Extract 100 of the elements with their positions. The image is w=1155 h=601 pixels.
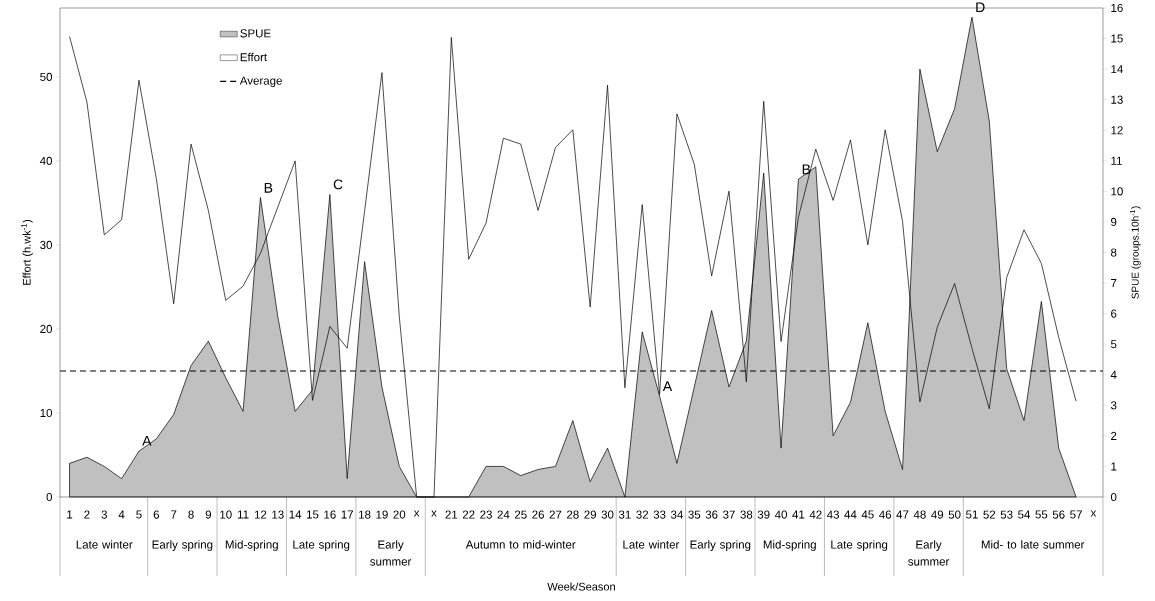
y2-tick-label: 2 (1111, 431, 1117, 440)
x-tick-label: 5 (136, 510, 142, 519)
x-tick-label: 23 (480, 510, 492, 519)
x-tick-label: 7 (171, 510, 177, 519)
x-tick-label: 20 (393, 510, 406, 519)
annotation: B (264, 183, 273, 193)
x-tick-label: 50 (948, 510, 961, 519)
x-tick-label: 29 (584, 510, 597, 519)
x-tick-label: 8 (188, 510, 194, 519)
y2-tick-label: 1 (1111, 462, 1117, 471)
text: Early summer (370, 540, 412, 566)
y2-tick-label: 8 (1111, 248, 1117, 257)
y2-tick-label: 0 (1110, 492, 1117, 502)
text: Mid- to late summer (981, 540, 1085, 549)
y2-tick-label: 7 (1111, 279, 1117, 288)
annotation: A (662, 381, 673, 391)
x-tick-label: 28 (567, 510, 579, 519)
x-tick-label: 9 (205, 510, 212, 519)
x-tick-label: 13 (272, 510, 284, 519)
annotation: C (333, 179, 343, 190)
y2-tick-label: 10 (1111, 187, 1123, 196)
x-tick-label: 47 (896, 510, 909, 519)
y2-tick-label: 15 (1111, 34, 1123, 43)
x-tick-label: 15 (306, 510, 319, 519)
y2-tick-label: 5 (1110, 340, 1117, 349)
x-tick-label: 21 (445, 510, 458, 519)
y-tick-label: 50 (40, 72, 53, 81)
y-tick-label: 0 (46, 492, 53, 502)
x-tick-label: 26 (532, 510, 544, 519)
y-axis-title: Effort (h.wk$^{-1}$) (21, 219, 33, 285)
x-tick-label: x (431, 510, 437, 517)
x-tick-label: 11 (238, 510, 249, 519)
x-tick-label: 22 (462, 510, 475, 519)
x-tick-label: 56 (1052, 510, 1065, 519)
text: Late spring (831, 540, 888, 551)
x-tick-label: 43 (826, 510, 839, 519)
x-tick-label: 3 (101, 510, 107, 519)
x-tick-label: 45 (861, 510, 874, 519)
annotation: B (802, 164, 811, 175)
text: Mid-spring (763, 540, 816, 551)
y2-tick-label: 16 (1111, 3, 1123, 13)
x-tick-label: 37 (723, 510, 735, 519)
y2-tick-label: 3 (1110, 401, 1117, 410)
text: Early summer (908, 540, 950, 566)
x-tick-label: 17 (341, 510, 354, 519)
x-tick-label: 41 (792, 510, 805, 519)
y2-axis-title: SPUE (groups.10h$^{-1}$) (1130, 206, 1141, 299)
x-tick-label: 53 (1000, 510, 1013, 519)
x-tick-label: 18 (359, 510, 371, 519)
y2-tick-label: 12 (1111, 126, 1123, 135)
x-tick-label: 33 (653, 510, 666, 519)
x-tick-label: 49 (931, 510, 944, 519)
x-tick-label: 32 (636, 510, 649, 519)
legend-label: SPUE (240, 29, 271, 38)
text: Early spring (152, 540, 213, 551)
x-tick-label: 40 (774, 510, 787, 519)
annotation: A (142, 435, 152, 446)
x-tick-label: 24 (497, 510, 510, 519)
text: Late spring (293, 540, 350, 551)
x-tick-label: 30 (601, 510, 614, 519)
x-tick-label: 2 (84, 510, 90, 519)
x-tick-label: 44 (844, 510, 857, 519)
y-tick-label: 10 (40, 408, 53, 418)
x-tick-label: 10 (220, 510, 232, 519)
x-tick-label: 31 (618, 510, 631, 519)
x-tick-label: 46 (879, 510, 892, 519)
text: Late winter (76, 540, 133, 549)
x-tick-label: 34 (670, 510, 683, 519)
x-tick-label: 57 (1070, 510, 1082, 519)
x-tick-label: 27 (549, 510, 562, 519)
y-tick-label: 20 (40, 324, 53, 334)
x-tick-label: 36 (705, 510, 718, 519)
x-tick-label: 38 (740, 510, 753, 519)
x-tick-label: 39 (757, 510, 770, 519)
text: Late winter (623, 540, 680, 549)
text: Early spring (690, 540, 751, 551)
x-tick-label: 42 (809, 510, 822, 519)
x-tick-label: 35 (688, 510, 701, 519)
x-tick-label: 54 (1018, 510, 1031, 519)
y2-tick-label: 6 (1111, 309, 1117, 318)
x-tick-label: 48 (913, 510, 926, 519)
x-tick-label: 52 (983, 510, 996, 519)
legend-label: Average (239, 76, 282, 87)
x-tick-label: 1 (67, 510, 73, 519)
x-tick-label: 25 (514, 510, 527, 519)
x-tick-label: 6 (153, 510, 160, 519)
x-tick-label: 14 (289, 510, 302, 519)
y-tick-label: 30 (40, 240, 53, 249)
y2-tick-label: 13 (1111, 95, 1123, 104)
text: Mid-spring (225, 540, 278, 551)
x-tick-label: 55 (1035, 510, 1048, 519)
x-tick-label: 4 (118, 510, 125, 519)
y2-tick-label: 14 (1111, 65, 1123, 74)
y2-tick-label: 4 (1110, 370, 1117, 379)
x-tick-label: 19 (376, 510, 388, 519)
legend-label: Effort (240, 52, 268, 62)
text: Week/Season (547, 582, 615, 591)
y2-tick-label: 9 (1111, 217, 1117, 226)
text: Autumn to mid-winter (465, 540, 576, 549)
x-tick-label: 12 (254, 510, 267, 519)
